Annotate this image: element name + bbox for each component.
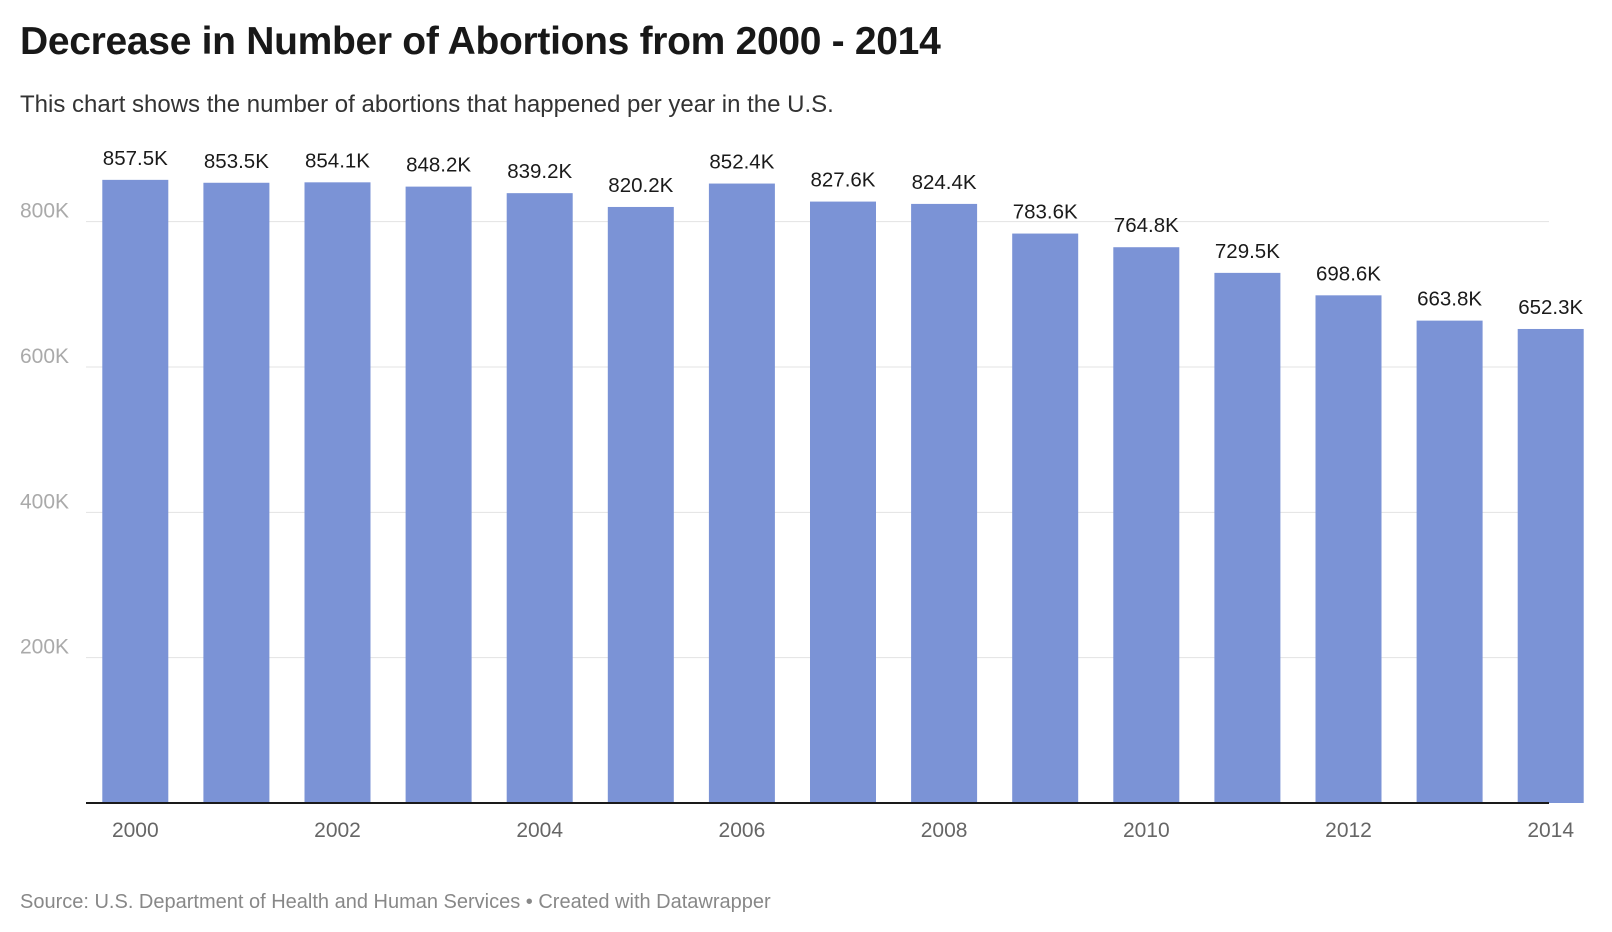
x-tick-label: 2006 (719, 819, 766, 842)
data-label: 764.8K (1114, 214, 1179, 237)
data-label: 853.5K (204, 150, 269, 173)
bar (203, 183, 269, 803)
y-tick-label: 600K (20, 345, 69, 368)
y-tick-label: 400K (20, 490, 69, 513)
bar (1518, 329, 1584, 803)
bar (1113, 247, 1179, 803)
bar (1214, 273, 1280, 803)
data-label: 854.1K (305, 149, 370, 172)
x-tick-label: 2008 (921, 819, 968, 842)
data-label: 698.6K (1316, 262, 1381, 285)
x-tick-label: 2010 (1123, 819, 1170, 842)
bar (608, 207, 674, 803)
y-tick-label: 800K (20, 200, 69, 223)
bar (810, 202, 876, 803)
source-footer: Source: U.S. Department of Health and Hu… (20, 891, 771, 914)
bar (709, 184, 775, 803)
bar (911, 204, 977, 803)
bar (507, 193, 573, 803)
data-label: 663.8K (1417, 288, 1482, 311)
bar (1417, 321, 1483, 803)
bar (102, 180, 168, 803)
data-label: 848.2K (406, 154, 471, 177)
bar (1316, 295, 1382, 803)
data-label: 824.4K (912, 171, 977, 194)
data-label: 857.5K (103, 147, 168, 170)
x-tick-label: 2012 (1325, 819, 1372, 842)
x-tick-label: 2002 (314, 819, 361, 842)
x-tick-label: 2014 (1527, 819, 1574, 842)
data-label: 729.5K (1215, 240, 1280, 263)
bar (406, 187, 472, 803)
x-tick-label: 2000 (112, 819, 159, 842)
y-tick-label: 200K (20, 636, 69, 659)
x-tick-label: 2004 (516, 819, 563, 842)
data-label: 820.2K (608, 174, 673, 197)
bar (1012, 234, 1078, 803)
data-label: 852.4K (709, 151, 774, 174)
data-label: 652.3K (1518, 296, 1583, 319)
bar (305, 182, 371, 803)
data-label: 839.2K (507, 160, 572, 183)
data-label: 827.6K (811, 169, 876, 192)
data-label: 783.6K (1013, 201, 1078, 224)
